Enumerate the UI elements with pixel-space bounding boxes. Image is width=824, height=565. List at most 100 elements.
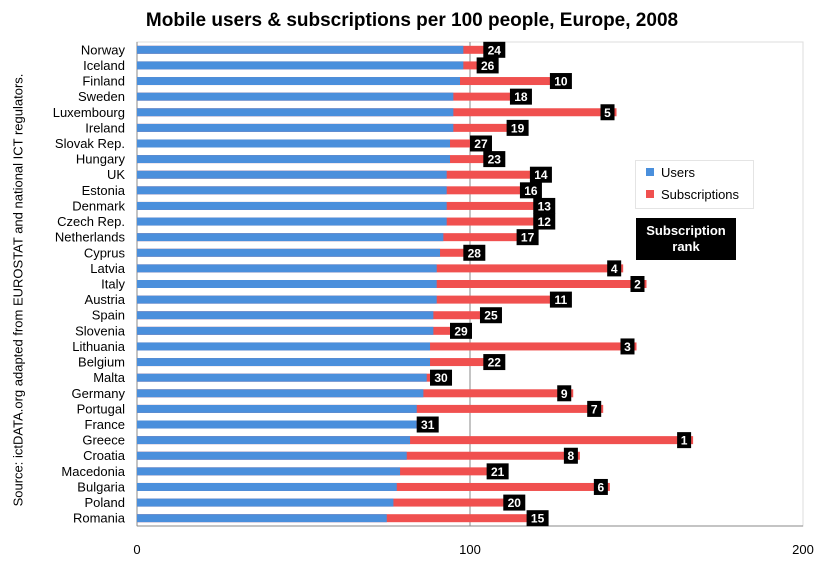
bar-users — [137, 482, 397, 491]
bar-users — [137, 280, 437, 288]
category-label: Bulgaria — [77, 479, 125, 494]
rank-label: 7 — [591, 402, 598, 416]
rank-label: 1 — [681, 434, 688, 448]
bar-users — [137, 108, 454, 117]
rank-badge — [529, 166, 552, 183]
rank-badge — [506, 119, 529, 136]
category-label: Poland — [85, 495, 125, 510]
rank-label: 3 — [624, 340, 631, 354]
legend-swatch-subscriptions — [646, 190, 654, 198]
category-label: Slovak Rep. — [55, 136, 125, 151]
bar-users — [137, 155, 451, 164]
rank-label: 12 — [538, 215, 552, 229]
category-label: Romania — [73, 511, 126, 526]
bar-users — [137, 139, 451, 148]
category-label: Netherlands — [55, 230, 126, 245]
rank-label: 9 — [561, 387, 568, 401]
bar-users — [137, 201, 447, 210]
category-label: Spain — [92, 308, 125, 323]
bar-users — [137, 358, 431, 367]
rank-label: 16 — [524, 184, 538, 198]
category-label: Portugal — [77, 401, 126, 416]
rank-badge — [549, 73, 572, 90]
rank-label: 13 — [538, 199, 552, 213]
category-label: Czech Rep. — [57, 214, 125, 229]
category-label: Iceland — [83, 58, 125, 73]
bar-users — [137, 264, 437, 273]
category-label: Cyprus — [84, 245, 126, 260]
rank-label: 14 — [534, 168, 548, 182]
rank-badge — [563, 447, 578, 464]
bar-users — [137, 77, 461, 86]
rank-badge — [677, 432, 692, 449]
bar-users — [137, 451, 407, 460]
rank-label: 31 — [421, 418, 435, 432]
rank-label: 23 — [488, 153, 502, 167]
chart-title: Mobile users & subscriptions per 100 peo… — [145, 10, 679, 31]
category-label: Croatia — [83, 448, 126, 463]
legend-item-subscriptions: Subscriptions — [636, 183, 753, 205]
rank-label: 6 — [598, 480, 605, 494]
bar-users — [137, 498, 394, 507]
bar-users — [137, 186, 447, 195]
rank-badge — [463, 244, 486, 261]
rank-badge — [509, 88, 532, 105]
rank-badge — [479, 307, 502, 324]
category-label: Lithuania — [72, 339, 126, 354]
rank-label: 4 — [611, 262, 618, 276]
rank-badge — [469, 135, 492, 152]
rank-badge — [557, 385, 572, 402]
rank-badge — [503, 494, 526, 511]
category-label: Austria — [85, 292, 126, 307]
bar-users — [137, 436, 411, 445]
rank-label: 10 — [554, 75, 568, 89]
legend: Users Subscriptions — [635, 160, 754, 209]
category-label: UK — [107, 167, 125, 182]
rank-label: 22 — [488, 356, 502, 370]
bar-users — [137, 467, 401, 476]
rank-badge — [526, 510, 549, 527]
rank-badge — [533, 197, 556, 214]
bar-users — [137, 311, 434, 320]
rank-badge — [587, 400, 602, 417]
rank-badge — [516, 229, 539, 246]
category-label: Slovenia — [75, 323, 126, 338]
category-label: Norway — [81, 42, 126, 57]
rank-label: 20 — [508, 496, 522, 510]
category-label: Italy — [101, 277, 125, 292]
rank-badge — [483, 151, 506, 168]
category-label: Malta — [93, 370, 126, 385]
x-tick-label: 100 — [459, 542, 481, 557]
bar-users — [137, 170, 447, 179]
bar-users — [137, 420, 417, 429]
legend-item-users: Users — [636, 161, 753, 183]
category-label: Sweden — [78, 89, 125, 104]
bar-users — [137, 373, 427, 382]
category-label: France — [85, 417, 125, 432]
rank-label: 15 — [531, 512, 545, 526]
bar-users — [137, 342, 431, 351]
rank-label: 29 — [454, 324, 468, 338]
rank-label: 21 — [491, 465, 505, 479]
rank-badge — [416, 416, 439, 433]
bar-users — [137, 248, 441, 257]
legend-swatch-users — [646, 168, 654, 176]
bar-users — [137, 326, 434, 335]
rank-label: 18 — [514, 90, 528, 104]
bar-subscriptions — [137, 436, 694, 445]
rank-badge — [450, 322, 472, 339]
rank-badge — [483, 354, 506, 371]
rank-badge — [630, 276, 645, 292]
bar-users — [137, 123, 454, 132]
bar-users — [137, 514, 387, 523]
rank-label: 2 — [634, 278, 641, 292]
category-label: Luxembourg — [53, 105, 125, 120]
x-tick-label: 200 — [792, 542, 814, 557]
bar-users — [137, 61, 464, 70]
rank-annotation: Subscription rank — [636, 218, 736, 260]
rank-label: 8 — [568, 449, 575, 463]
rank-label: 25 — [484, 309, 498, 323]
rank-label: 30 — [434, 371, 448, 385]
category-label: Belgium — [78, 355, 125, 370]
category-label: Greece — [82, 433, 125, 448]
